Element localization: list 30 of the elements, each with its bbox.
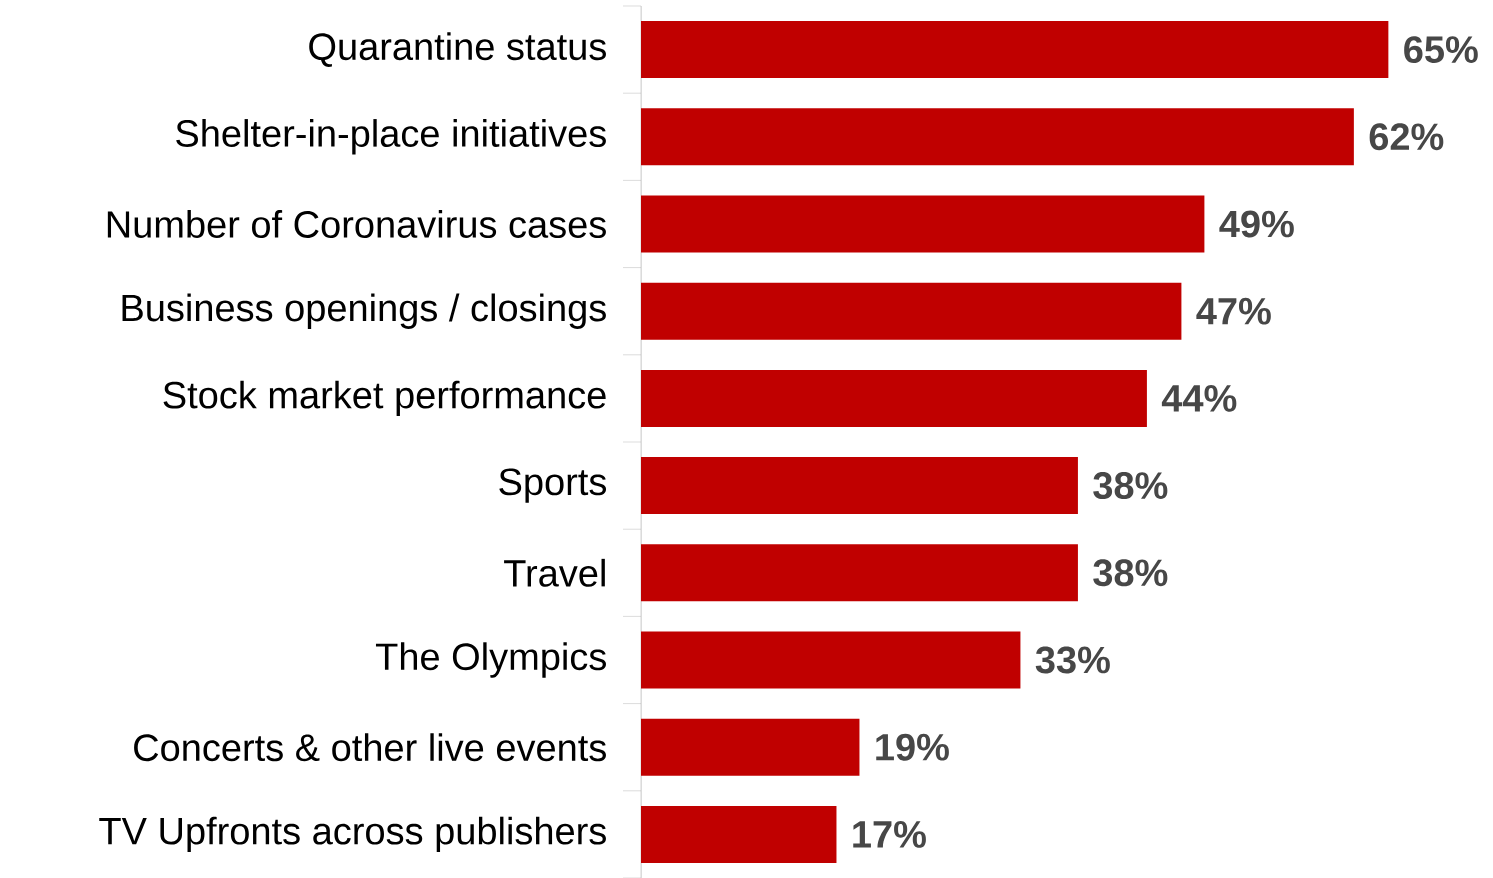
bar [641,457,1078,515]
bar [641,544,1078,602]
data-label: 49% [1219,210,1294,238]
y-tick-label: Shelter-in-place initiatives [176,119,606,155]
bar [641,805,837,863]
bar [641,282,1182,340]
bar [641,21,1389,79]
y-tick-label: Concerts & other live events [134,733,606,762]
data-label: 38% [1093,472,1168,500]
y-tick-label: Number of Coronavirus cases [107,210,606,238]
y-tick-label: TV Upfronts across publishers [99,816,606,853]
bar [641,369,1147,427]
bar [641,195,1205,253]
y-tick-label: Business openings / closings [122,293,606,329]
bar [641,108,1354,166]
data-label: 47% [1196,297,1271,325]
y-tick-label: Sports [499,468,607,503]
y-tick-label: Quarantine status [309,32,606,67]
data-label: 65% [1404,36,1478,64]
bar [641,631,1021,689]
data-label: 33% [1035,646,1110,674]
data-label: 38% [1093,559,1168,587]
data-label: 62% [1369,123,1444,151]
data-label: 17% [853,821,926,848]
y-tick-label: Stock market performance [163,380,606,417]
y-tick-label: The Olympics [375,642,606,678]
data-label: 44% [1161,385,1237,412]
data-label: 19% [876,733,949,761]
y-tick-label: Travel [504,558,605,587]
bar [641,718,860,776]
